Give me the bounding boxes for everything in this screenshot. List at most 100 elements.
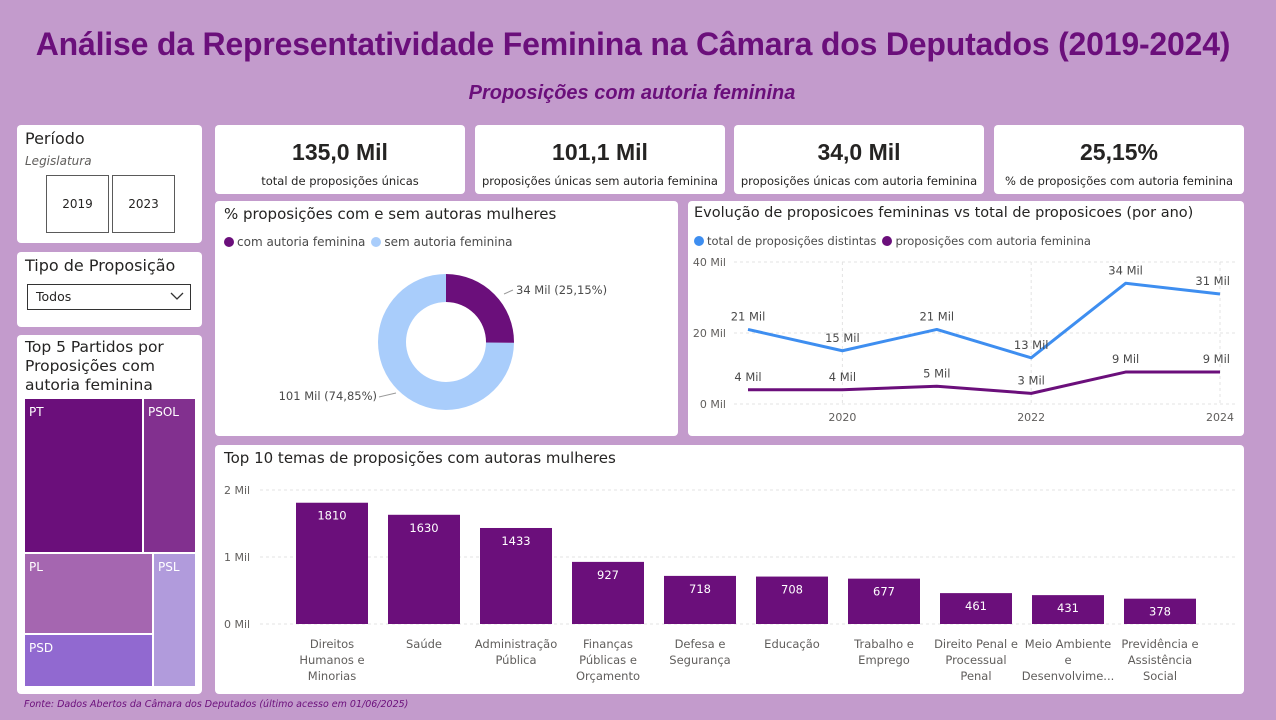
donut-slice-com-autoria[interactable] bbox=[446, 274, 514, 343]
legend-sem-autoria[interactable]: sem autoria feminina bbox=[384, 235, 513, 249]
line-svg: 40 Mil 20 Mil 0 Mil 2020 2022 2024 21 Mil 15 Mi… bbox=[693, 256, 1236, 424]
donut-legend: com autoria feminina sem autoria feminin… bbox=[224, 235, 513, 249]
bar-category-label: Previdência e Assistência Social bbox=[1121, 637, 1198, 683]
line-legend: total de proposições distintas proposiçõ… bbox=[694, 234, 1091, 248]
legend-dot-sem-icon bbox=[371, 237, 382, 247]
bar-category-label: Defesa e Segurança bbox=[669, 637, 730, 667]
kpi-value-com-autoria: 34,0 Mil bbox=[817, 139, 901, 165]
chevron-down-icon bbox=[170, 292, 184, 300]
bar-data-label: 1810 bbox=[317, 509, 346, 523]
bar[interactable] bbox=[388, 514, 460, 624]
kpi-label-com-autoria: proposições únicas com autoria feminina bbox=[740, 174, 978, 188]
treemap-cell-pt[interactable]: PT bbox=[25, 399, 142, 552]
bar[interactable] bbox=[480, 527, 552, 624]
donut-title: % proposições com e sem autoras mulheres bbox=[224, 205, 557, 223]
bar[interactable] bbox=[848, 578, 920, 624]
line-data-label: 31 Mil bbox=[1195, 274, 1230, 288]
bar-svg: 2 Mil 1 Mil 0 Mil 1810 Direitos Humanos e Mino… bbox=[224, 484, 1235, 683]
bar-data-label: 378 bbox=[1149, 605, 1171, 619]
page-title: Análise da Representatividade Feminina n… bbox=[35, 26, 1231, 62]
bar-data-label: 461 bbox=[965, 599, 987, 613]
line-title: Evolução de proposicoes femininas vs tot… bbox=[694, 205, 1194, 221]
periodo-subtitle: Legislatura bbox=[25, 154, 92, 168]
kpi-label-total: total de proposições únicas bbox=[261, 174, 419, 188]
bar-category-label: Saúde bbox=[406, 637, 442, 651]
bar[interactable] bbox=[572, 561, 644, 624]
bar[interactable] bbox=[296, 502, 368, 624]
bar-data-label: 1433 bbox=[501, 534, 530, 548]
legend-dot-com-icon bbox=[224, 237, 234, 247]
treemap-cell-pl[interactable]: PL bbox=[25, 554, 152, 633]
donut-leader-sem bbox=[378, 392, 397, 398]
line-data-label: 4 Mil bbox=[829, 370, 856, 384]
line-card: Evolução de proposicoes femininas vs tot… bbox=[688, 201, 1244, 436]
donut-label-com: 34 Mil (25,15%) bbox=[516, 283, 607, 297]
line-series-total[interactable] bbox=[747, 281, 1221, 360]
bar[interactable] bbox=[756, 576, 828, 624]
bar-ytick-label: 0 Mil bbox=[224, 618, 250, 631]
line-data-label: 9 Mil bbox=[1203, 352, 1230, 366]
kpi-card-percentual: 25,15% % de proposições com autoria femi… bbox=[994, 125, 1244, 194]
bar-category-label: Direitos Humanos e Minorias bbox=[299, 637, 364, 683]
bar-category-label: Meio Ambiente e Desenvolvime... bbox=[1022, 637, 1115, 683]
bar[interactable] bbox=[1032, 595, 1104, 624]
treemap-card: Top 5 Partidos por Proposições com autor… bbox=[17, 335, 202, 694]
bar[interactable] bbox=[940, 593, 1012, 624]
bar[interactable] bbox=[1124, 598, 1196, 624]
line-data-label: 9 Mil bbox=[1112, 352, 1139, 366]
source-footnote: Fonte: Dados Abertos da Câmara dos Deput… bbox=[24, 699, 409, 710]
line-series-feminina[interactable] bbox=[748, 370, 1220, 395]
bar-category-label: Finanças Públicas e Orçamento bbox=[576, 637, 640, 683]
bar-data-label: 677 bbox=[873, 585, 895, 599]
treemap-cell-psol[interactable]: PSOL bbox=[144, 399, 195, 552]
bar-card: Top 10 temas de proposições com autoras … bbox=[215, 445, 1244, 694]
legend-total[interactable]: total de proposições distintas bbox=[707, 234, 877, 248]
bar-title: Top 10 temas de proposições com autoras … bbox=[224, 449, 616, 467]
line-data-label: 34 Mil bbox=[1108, 263, 1143, 277]
bar-ytick-label: 2 Mil bbox=[224, 484, 250, 497]
tipo-dropdown[interactable]: Todos bbox=[27, 284, 191, 310]
treemap-cell-psl[interactable]: PSL bbox=[154, 554, 195, 686]
treemap-label-psol: PSOL bbox=[148, 405, 179, 419]
legend-com-autoria[interactable]: com autoria feminina bbox=[237, 235, 366, 249]
kpi-label-percentual: % de proposições com autoria feminina bbox=[1004, 174, 1234, 188]
line-data-label: 21 Mil bbox=[731, 309, 766, 323]
donut-slice-sem-autoria[interactable] bbox=[378, 274, 514, 410]
periodo-slicer: Período Legislatura 2019 2023 bbox=[17, 125, 202, 243]
bar-data-label: 1630 bbox=[409, 521, 438, 535]
line-ytick-label: 20 Mil bbox=[693, 327, 726, 340]
bar-data-label: 431 bbox=[1057, 601, 1079, 615]
periodo-option-2023[interactable]: 2023 bbox=[112, 175, 175, 233]
treemap-label-psd: PSD bbox=[29, 641, 54, 655]
line-xtick-label: 2024 bbox=[1206, 411, 1234, 424]
line-data-label: 15 Mil bbox=[825, 331, 860, 345]
line-ytick-label: 0 Mil bbox=[700, 398, 726, 411]
bar-category-label: Direito Penal e Processual Penal bbox=[934, 637, 1018, 683]
periodo-option-2019[interactable]: 2019 bbox=[46, 175, 109, 233]
bar-data-label: 718 bbox=[689, 582, 711, 596]
kpi-card-total: 135,0 Mil total de proposições únicas bbox=[215, 125, 465, 194]
treemap-title: Top 5 Partidos por Proposições com autor… bbox=[25, 338, 164, 394]
line-data-label: 5 Mil bbox=[923, 366, 950, 380]
page-subtitle: Proposições com autoria feminina bbox=[468, 82, 796, 104]
line-ytick-label: 40 Mil bbox=[693, 256, 726, 269]
kpi-value-percentual: 25,15% bbox=[1079, 139, 1158, 165]
treemap-label-psl: PSL bbox=[158, 560, 180, 574]
bar-data-label: 708 bbox=[781, 583, 803, 597]
kpi-value-sem-autoria: 101,1 Mil bbox=[552, 139, 648, 165]
line-data-label: 3 Mil bbox=[1018, 373, 1045, 387]
kpi-label-sem-autoria: proposições únicas sem autoria feminina bbox=[482, 174, 718, 188]
treemap-cell-psd[interactable]: PSD bbox=[25, 635, 152, 686]
donut-leader-com bbox=[503, 289, 514, 295]
donut-card: % proposições com e sem autoras mulheres… bbox=[215, 201, 678, 436]
line-data-label: 4 Mil bbox=[734, 370, 761, 384]
donut-svg: 34 Mil (25,15%) 101 Mil (74,85%) bbox=[279, 274, 607, 410]
kpi-card-sem-autoria: 101,1 Mil proposições únicas sem autoria… bbox=[475, 125, 725, 194]
legend-feminina[interactable]: proposições com autoria feminina bbox=[895, 234, 1091, 248]
treemap-label-pl: PL bbox=[29, 560, 43, 574]
donut-label-sem: 101 Mil (74,85%) bbox=[279, 389, 377, 403]
periodo-title: Período bbox=[25, 129, 85, 148]
bar[interactable] bbox=[664, 575, 736, 624]
tipo-slicer: Tipo de Proposição Todos bbox=[17, 252, 202, 327]
line-xtick-label: 2020 bbox=[828, 411, 856, 424]
